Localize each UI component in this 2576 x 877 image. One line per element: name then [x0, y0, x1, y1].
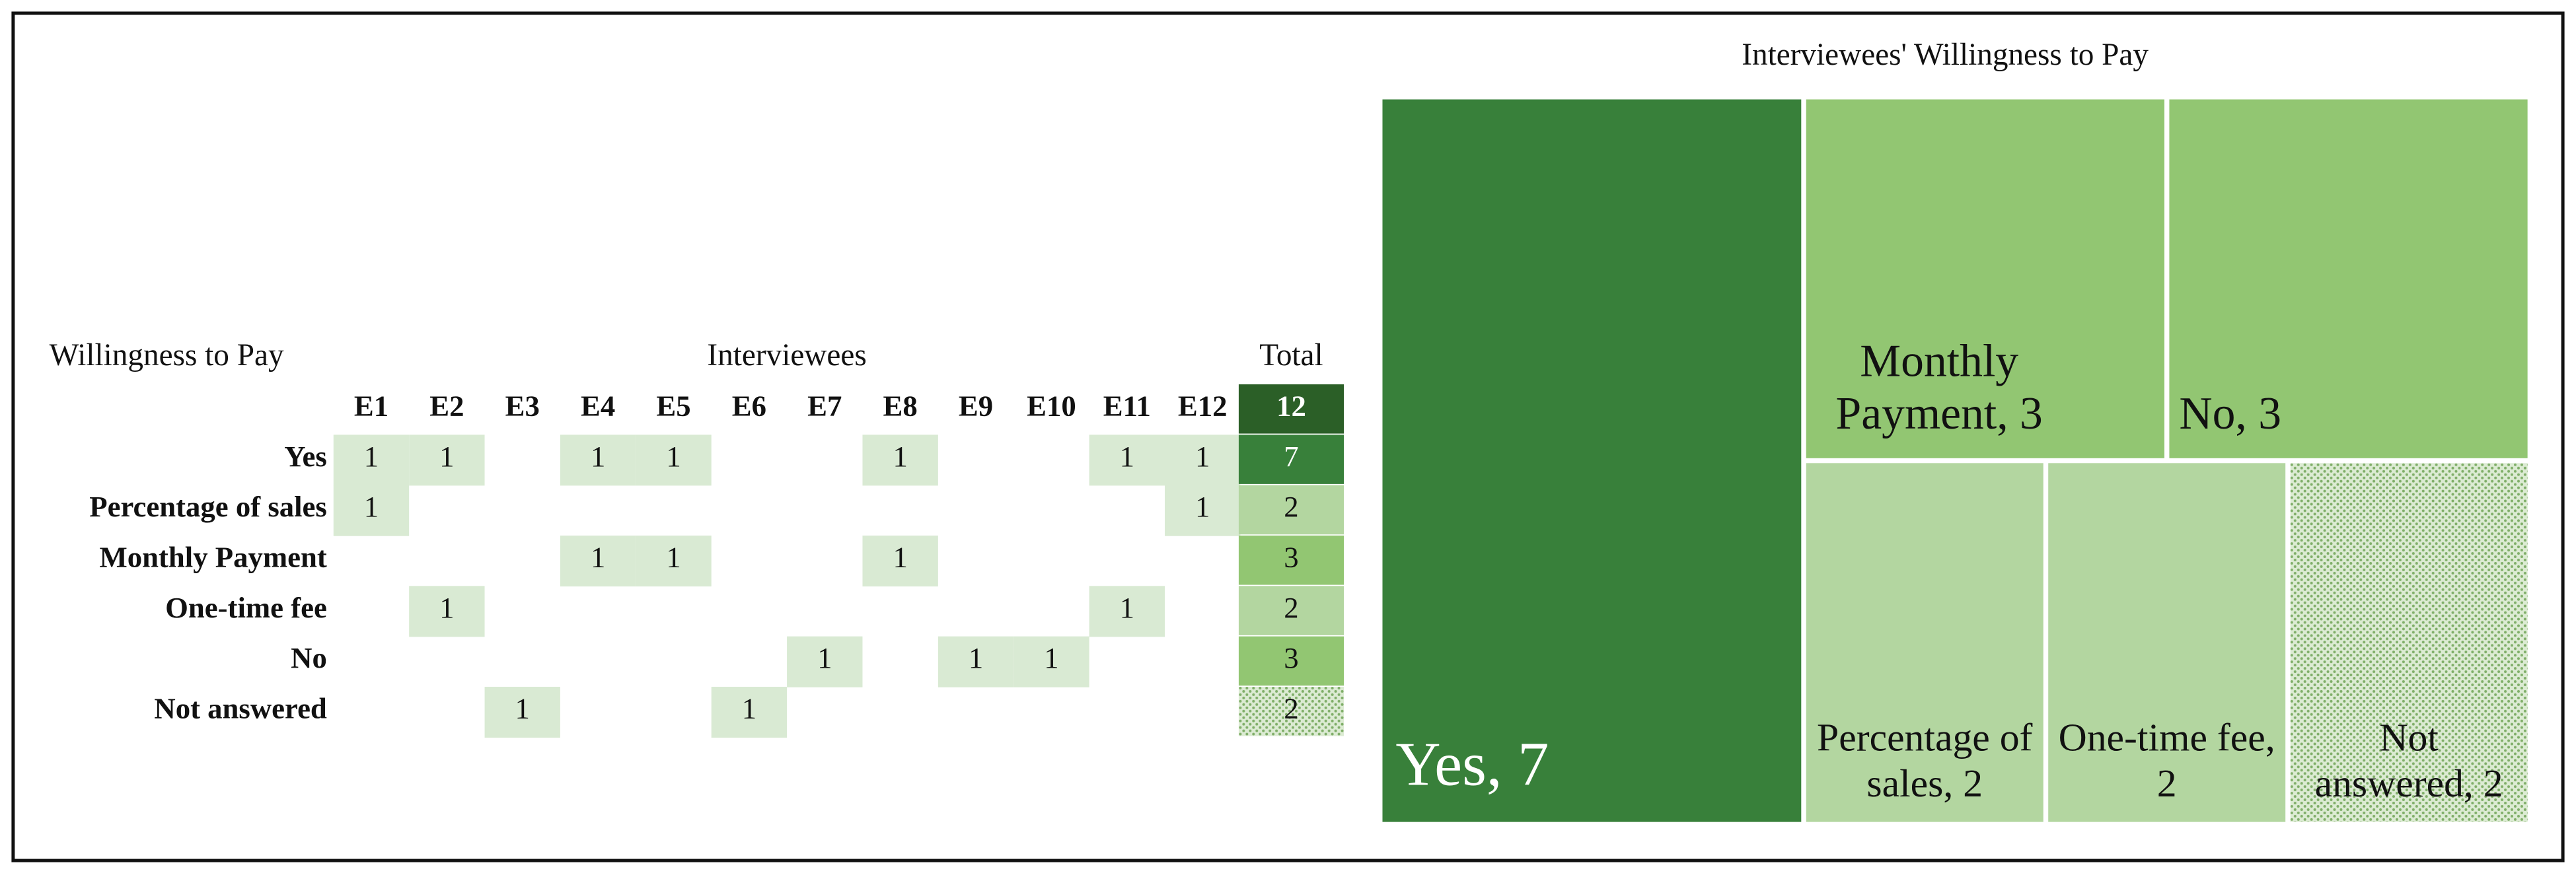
treemap-tile — [1382, 99, 1802, 822]
total-header: Total — [1259, 338, 1323, 372]
row-label: Percentage of sales — [89, 490, 327, 523]
row-label: Yes — [284, 440, 327, 473]
row-label: One-time fee — [165, 591, 327, 624]
row-total: 3 — [1284, 541, 1298, 574]
cell — [636, 435, 712, 486]
cell — [560, 435, 636, 486]
column-header: E8 — [883, 390, 918, 423]
cell-value: 1 — [1195, 440, 1210, 473]
column-header: E9 — [959, 390, 993, 423]
total-cell — [1238, 535, 1344, 585]
cell — [333, 435, 410, 486]
tile-label: Not answered, 2 — [2314, 718, 2503, 806]
cell — [1165, 485, 1241, 536]
cell-value: 1 — [969, 641, 983, 674]
tile-label-wrap: Monthly Payment, 3 — [1806, 100, 2164, 458]
total-cell — [1238, 636, 1344, 686]
treemap-tile — [2290, 463, 2528, 822]
tile-label-wrap: Not answered, 2 — [2291, 463, 2528, 822]
treemap-tile — [2169, 99, 2528, 458]
cell — [484, 686, 560, 738]
cell-value: 1 — [364, 490, 379, 523]
chart-title: Interviewees' Willingness to Pay — [1742, 38, 2149, 72]
cell — [1013, 636, 1089, 687]
column-header: E3 — [505, 390, 540, 423]
cell — [1089, 435, 1165, 486]
group-header: Interviewees — [707, 338, 866, 372]
cell — [1089, 586, 1165, 637]
tile-label: Monthly Payment, 3 — [1835, 335, 2043, 440]
row-label: No — [291, 641, 327, 674]
column-header: E12 — [1178, 390, 1228, 423]
column-header: E2 — [429, 390, 464, 423]
tile-label-wrap: Percentage of sales, 2 — [1806, 463, 2043, 822]
cell — [711, 686, 788, 738]
total-cell — [1238, 485, 1344, 535]
total-cell — [1238, 586, 1344, 635]
cell — [1165, 435, 1241, 486]
table-title: Willingness to Pay — [50, 338, 284, 372]
treemap-tile — [1806, 99, 2164, 458]
tile-label-box: Percentage of sales, 2 — [1806, 463, 2043, 822]
cell — [862, 435, 938, 486]
total-cell — [1238, 384, 1344, 434]
tile-label-box: No, 3 — [2169, 100, 2527, 458]
tile-label-wrap: One-time fee, 2 — [2048, 463, 2285, 822]
column-header: E11 — [1103, 390, 1151, 423]
treemap-tile — [2048, 463, 2286, 822]
column-header: E5 — [656, 390, 690, 423]
tile-label: Yes, 7 — [1395, 730, 1549, 800]
treemap-tile — [1806, 463, 2043, 822]
cell-value: 1 — [1044, 641, 1058, 674]
cell-value: 1 — [893, 541, 907, 574]
row-total: 3 — [1284, 641, 1298, 674]
tile-label: One-time fee, 2 — [2058, 718, 2275, 806]
tile-label: Percentage of sales, 2 — [1817, 718, 2033, 806]
cell-value: 1 — [364, 440, 379, 473]
cell-value: 1 — [817, 641, 832, 674]
cell-value: 1 — [439, 440, 454, 473]
row-label: Not answered — [154, 692, 327, 725]
tile-label-box: Yes, 7 — [1382, 100, 1801, 822]
column-header: E1 — [354, 390, 388, 423]
cell-value: 1 — [666, 440, 681, 473]
row-total: 2 — [1284, 692, 1298, 725]
tile-label-box: Not answered, 2 — [2291, 463, 2528, 822]
cell — [560, 535, 636, 587]
column-header: E4 — [581, 390, 615, 423]
cell-value: 1 — [591, 440, 605, 473]
column-header: E10 — [1027, 390, 1076, 423]
cell — [787, 636, 863, 687]
tile-label-box: Monthly Payment, 3 — [1806, 100, 2164, 458]
cell-value: 1 — [439, 591, 454, 624]
tile-label-box: One-time fee, 2 — [2048, 463, 2285, 822]
cell — [409, 586, 485, 637]
cell-value: 1 — [893, 440, 907, 473]
cell — [862, 535, 938, 587]
column-header: E6 — [732, 390, 766, 423]
cell — [938, 636, 1014, 687]
tile-label-wrap: Yes, 7 — [1382, 100, 1801, 822]
cell — [409, 435, 485, 486]
cell-value: 1 — [1120, 591, 1134, 624]
tile-label: No, 3 — [2179, 388, 2282, 440]
total-cell — [1238, 435, 1344, 484]
cell-value: 1 — [1120, 440, 1134, 473]
cell-value: 1 — [515, 692, 530, 725]
cell-value: 1 — [742, 692, 756, 725]
row-total: 7 — [1284, 440, 1298, 473]
row-total: 2 — [1284, 490, 1298, 523]
row-label: Monthly Payment — [100, 541, 327, 574]
row-total: 2 — [1284, 591, 1298, 624]
grand-total: 12 — [1276, 390, 1306, 423]
total-cell — [1238, 686, 1344, 736]
column-header: E7 — [807, 390, 842, 423]
cell — [636, 535, 712, 587]
cell — [333, 485, 410, 536]
cell-value: 1 — [1195, 490, 1210, 523]
tile-label-wrap: No, 3 — [2169, 100, 2527, 458]
cell-value: 1 — [666, 541, 681, 574]
cell-value: 1 — [591, 541, 605, 574]
